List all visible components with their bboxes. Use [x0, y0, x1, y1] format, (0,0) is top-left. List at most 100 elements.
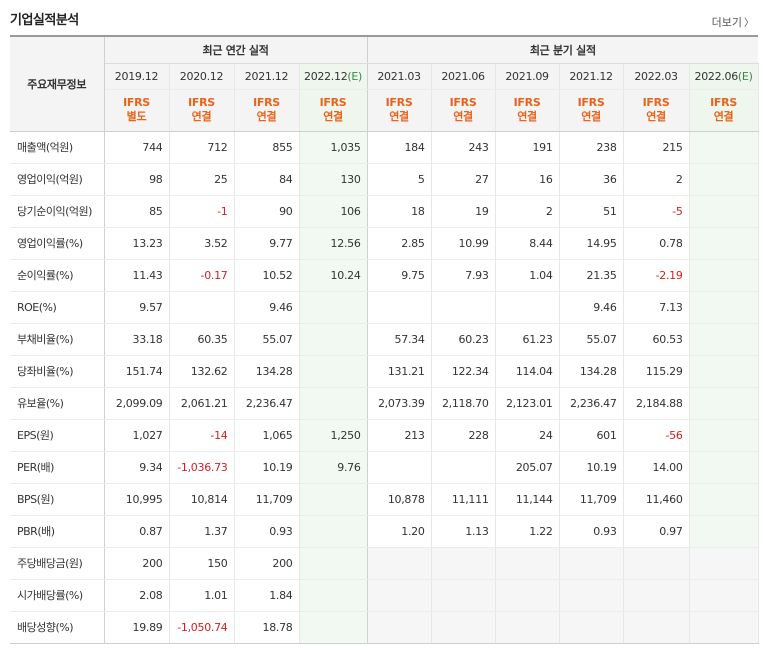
table-cell: 2,123.01: [495, 387, 560, 420]
table-cell: [623, 579, 690, 612]
table-cell: [689, 418, 759, 452]
ifrs-label: IFRS: [577, 96, 605, 109]
table-cell: [299, 546, 368, 580]
table-cell: 60.23: [431, 322, 496, 356]
table-cell: 205.07: [495, 451, 560, 484]
table-cell: 1.84: [234, 579, 300, 612]
table-cell: [689, 226, 759, 260]
table-cell: 9.46: [234, 291, 300, 324]
table-row: 순이익률(%) 11.43 -0.17 10.52 10.24 9.75 7.93 1.04 2…: [10, 259, 759, 292]
table-row: 매출액(억원) 744 712 855 1,035 184 243 191 238 215: [10, 131, 759, 164]
period-header: 2021.12: [234, 63, 300, 90]
table-cell: [431, 546, 496, 580]
table-cell: 200: [104, 546, 170, 580]
period-header: 2022.03: [623, 63, 690, 90]
table-cell: 12.56: [299, 226, 368, 260]
basis-label: 연결: [646, 110, 666, 123]
ifrs-basis-header: IFRS 연결: [169, 89, 235, 132]
period-label: 2021.03: [377, 69, 421, 83]
table-row: PBR(배) 0.87 1.37 0.93 1.20 1.13 1.22 0.93 0.97: [10, 515, 759, 548]
period-label: 2022.12: [304, 69, 348, 83]
period-header: 2022.06(E): [689, 63, 759, 90]
table-cell: 215: [623, 131, 690, 164]
period-header: 2021.09: [495, 63, 560, 90]
table-cell: [431, 451, 496, 484]
table-cell: 10,995: [104, 483, 170, 516]
estimate-marker: (E): [737, 69, 753, 83]
ifrs-label: IFRS: [385, 96, 413, 109]
table-cell: 10.52: [234, 259, 300, 292]
table-cell: 243: [431, 131, 496, 164]
row-label: EPS(원): [10, 418, 105, 452]
table-cell: 134.28: [234, 355, 300, 388]
table-cell: [689, 451, 759, 484]
table-cell: 2,118.70: [431, 387, 496, 420]
table-cell: 11,460: [623, 483, 690, 516]
ifrs-label: IFRS: [123, 96, 150, 109]
table-cell: [689, 322, 759, 356]
table-cell: [689, 259, 759, 292]
basis-label: 연결: [191, 110, 212, 123]
table-cell: 11,111: [431, 483, 496, 516]
ifrs-label: IFRS: [710, 96, 737, 109]
period-label: 2021.06: [441, 69, 485, 83]
basis-label: 연결: [453, 110, 473, 123]
table-cell: 57.34: [367, 322, 432, 356]
row-label: PBR(배): [10, 515, 105, 548]
annual-group-header: 최근 연간 실적: [104, 35, 368, 64]
table-cell: [495, 291, 560, 324]
period-header: 2021.03: [367, 63, 432, 90]
period-label: 2021.12: [244, 69, 289, 83]
table-cell: 10.19: [234, 451, 300, 484]
table-row: 주당배당금(원) 200 150 200: [10, 546, 759, 580]
table-cell: 11,709: [559, 483, 624, 516]
period-header: 2021.06: [431, 63, 496, 90]
table-cell: 1.13: [431, 515, 496, 548]
table-cell: 27: [431, 163, 496, 196]
table-cell: 1,250: [299, 418, 368, 452]
row-label: 당좌비율(%): [10, 355, 105, 388]
period-header: 2021.12: [559, 63, 624, 90]
table-cell: [623, 546, 690, 580]
period-label: 2021.09: [505, 69, 549, 83]
table-cell: 130: [299, 163, 368, 196]
section-header: 기업실적분석 더보기 〉: [0, 0, 766, 36]
row-label: 영업이익률(%): [10, 226, 105, 260]
table-cell: [431, 291, 496, 324]
table-cell: -5: [623, 195, 690, 228]
table-cell: [299, 611, 368, 644]
chevron-right-icon: 〉: [744, 18, 754, 29]
table-cell: 114.04: [495, 355, 560, 388]
more-link[interactable]: 더보기 〉: [712, 14, 754, 30]
period-label: 2022.06: [694, 69, 739, 83]
table-cell: -1,036.73: [169, 451, 235, 484]
table-cell: 14.95: [559, 226, 624, 260]
table-cell: [495, 611, 560, 644]
table-cell: -1,050.74: [169, 611, 235, 644]
table-cell: [299, 483, 368, 516]
table-cell: [559, 611, 624, 644]
table-row: 당좌비율(%) 151.74 132.62 134.28 131.21 122.34 114…: [10, 355, 759, 388]
row-label: 영업이익(억원): [10, 163, 105, 196]
table-cell: 33.18: [104, 322, 170, 356]
table-cell: 25: [169, 163, 235, 196]
table-cell: 238: [559, 131, 624, 164]
table-cell: 2,073.39: [367, 387, 432, 420]
table-cell: -0.17: [169, 259, 235, 292]
table-cell: 18.78: [234, 611, 300, 644]
ifrs-label: IFRS: [513, 96, 541, 109]
table-cell: [299, 291, 368, 324]
table-cell: 11,709: [234, 483, 300, 516]
table-cell: 10.24: [299, 259, 368, 292]
row-label: 유보율(%): [10, 387, 105, 420]
table-cell: [689, 546, 759, 580]
table-cell: [367, 291, 432, 324]
ifrs-basis-header: IFRS 연결: [623, 89, 690, 132]
table-cell: [689, 579, 759, 612]
table-cell: 115.29: [623, 355, 690, 388]
table-cell: 131.21: [367, 355, 432, 388]
table-row: PER(배) 9.34 -1,036.73 10.19 9.76 205.07 10.19 1…: [10, 451, 759, 484]
table-cell: 213: [367, 418, 432, 452]
table-cell: 1,065: [234, 418, 300, 452]
table-cell: [689, 387, 759, 420]
